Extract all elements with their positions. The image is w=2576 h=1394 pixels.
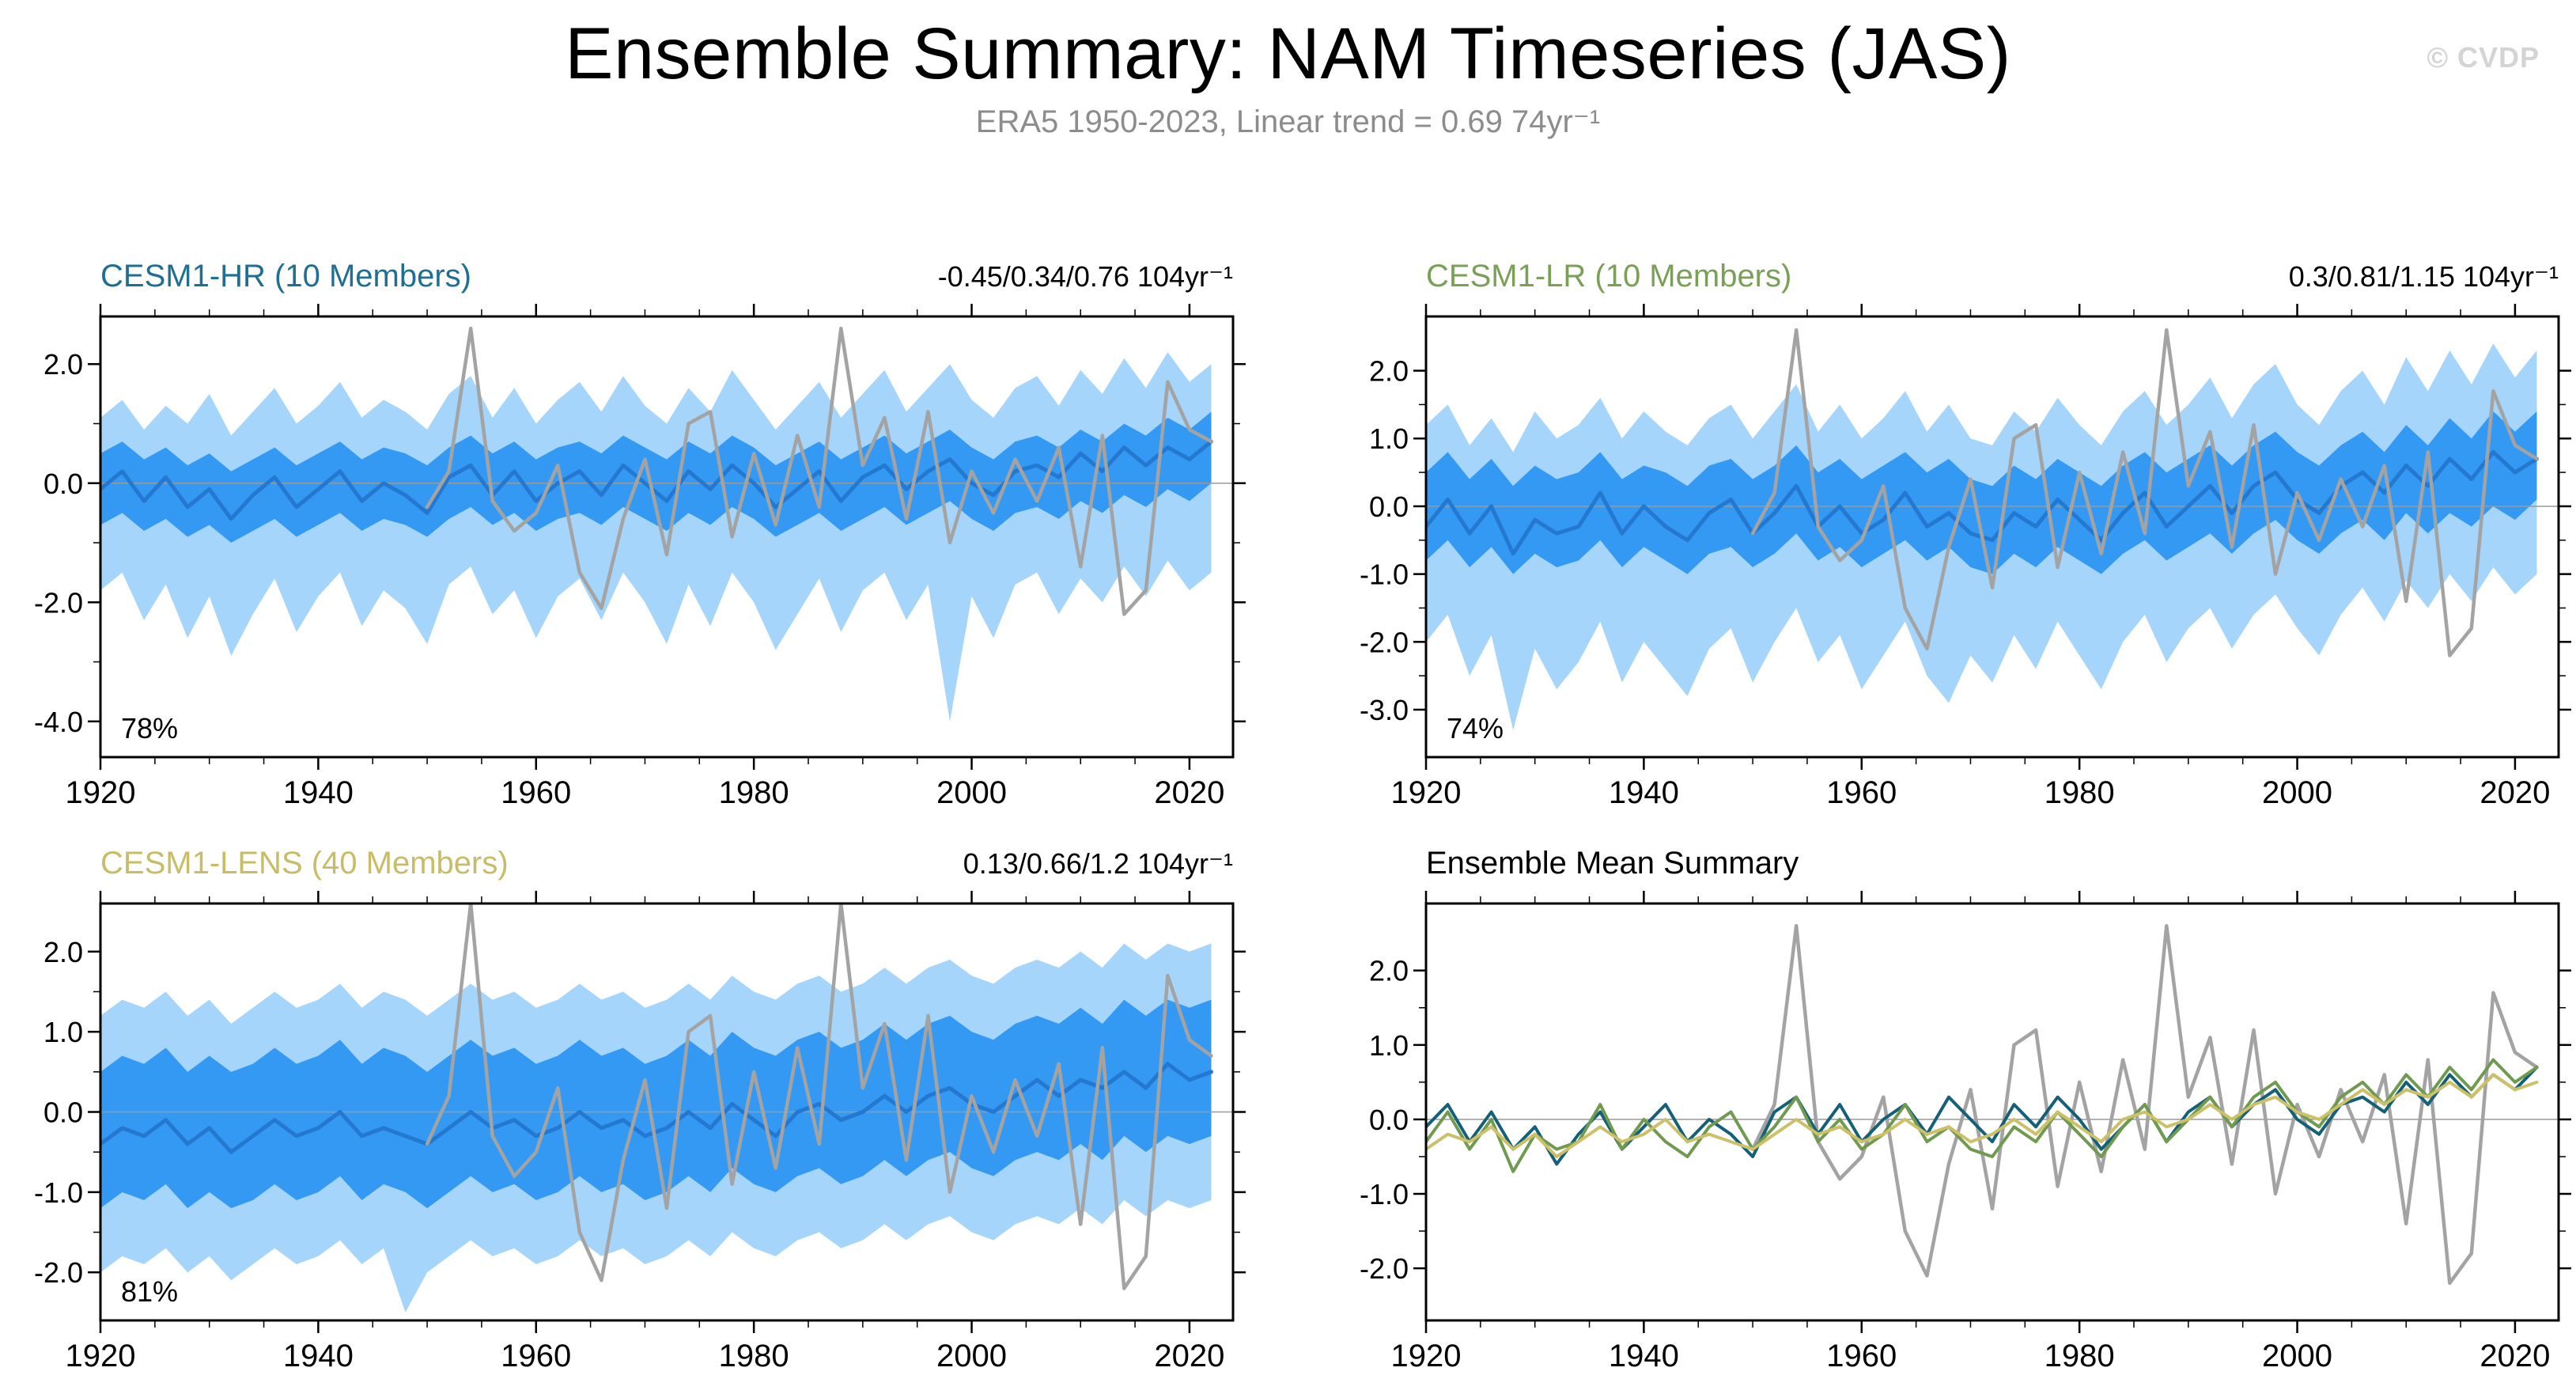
panel-head: CESM1-HR (10 Members) -0.45/0.34/0.76 10… [13, 259, 1247, 302]
cesm1-lens-mean-line [1426, 1073, 2539, 1158]
timeseries-plot-cesm1-lr: 2.0 1.0 0.0 -1.0 -2.0 -3.0 1920 1940 1960 1980 200… [1360, 304, 2571, 810]
plot-data-layer [100, 326, 1233, 722]
x-tick-label: 1920 [66, 775, 136, 810]
plot-data-layer [1426, 923, 2559, 1286]
axes: 2.0 1.0 0.0 -1.0 -2.0 -3.0 1920 1940 1960 1980 200… [1360, 304, 2571, 810]
y-tick-label: -1.0 [34, 1176, 83, 1209]
y-tick-label: -2.0 [1360, 626, 1409, 658]
outer-range-band [100, 352, 1212, 722]
observations-line [425, 903, 1213, 1290]
y-tick-label: 0.0 [1369, 1104, 1409, 1136]
x-tick-label: 1920 [66, 1339, 136, 1373]
figure-title: Ensemble Summary: NAM Timeseries (JAS) [565, 13, 2011, 94]
x-tick-label: 2000 [2262, 1339, 2332, 1373]
x-tick-label: 1980 [2045, 775, 2115, 810]
x-tick-label: 1960 [1826, 1339, 1897, 1373]
y-tick-label: -1.0 [1360, 559, 1409, 591]
y-tick-label: 0.0 [1369, 491, 1409, 523]
panel-head: CESM1-LR (10 Members) 0.3/0.81/1.15 104y… [1339, 259, 2573, 302]
x-tick-label: 1940 [283, 1339, 354, 1373]
panel-head: CESM1-LENS (40 Members) 0.13/0.66/1.2 10… [13, 846, 1247, 889]
plot-frame [99, 315, 1235, 759]
x-tick-label: 1920 [1391, 1339, 1462, 1373]
panel-trend-cesm1-lr: 0.3/0.81/1.15 104yr⁻¹ [2288, 260, 2559, 293]
y-tick-label: 2.0 [44, 348, 83, 381]
panel-grid: CESM1-HR (10 Members) -0.45/0.34/0.76 10… [0, 140, 2576, 1376]
panel-ensemble-mean-summary: Ensemble Mean Summary 2.0 1.0 0.0 -1.0 -2.0 1… [1339, 846, 2573, 1376]
panel-head: Ensemble Mean Summary [1339, 846, 2573, 889]
x-tick-label: 1960 [501, 775, 571, 810]
x-tick-label: 1960 [1826, 775, 1897, 810]
observations-line [1750, 923, 2539, 1286]
plot-data-layer [1426, 328, 2559, 730]
timeseries-plot-summary: 2.0 1.0 0.0 -1.0 -2.0 1920 1940 1960 1980 2000 202… [1360, 891, 2571, 1373]
x-tick-label: 1940 [1609, 1339, 1679, 1373]
panel-cesm1-hr: CESM1-HR (10 Members) -0.45/0.34/0.76 10… [13, 259, 1247, 813]
x-tick-label: 2020 [2480, 775, 2550, 810]
panel-trend-cesm1-lens: 0.13/0.66/1.2 104yr⁻¹ [963, 847, 1233, 880]
panel-title-cesm1-lens: CESM1-LENS (40 Members) [100, 846, 509, 881]
x-tick-label: 2020 [1154, 1339, 1224, 1373]
figure-subtitle: ERA5 1950-2023, Linear trend = 0.69 74yr… [975, 104, 1601, 139]
x-tick-label: 2000 [936, 1339, 1007, 1373]
plot-frame [1424, 315, 2560, 759]
x-tick-label: 2000 [2262, 775, 2332, 810]
x-tick-label: 2020 [2480, 1339, 2550, 1373]
panel-title-cesm1-lr: CESM1-LR (10 Members) [1426, 259, 1792, 294]
x-tick-label: 2020 [1154, 775, 1224, 810]
x-tick-label: 1980 [2045, 1339, 2115, 1373]
x-tick-label: 1940 [1609, 775, 1679, 810]
y-tick-label: -3.0 [1360, 694, 1409, 726]
timeseries-plot-cesm1-lens: 2.0 1.0 0.0 -1.0 -2.0 1920 1940 1960 1980 2000 202… [34, 891, 1246, 1373]
y-tick-label: 1.0 [1369, 1029, 1409, 1062]
y-tick-label: -1.0 [1360, 1178, 1409, 1210]
y-tick-label: 2.0 [1369, 355, 1409, 388]
panel-cesm1-lr: CESM1-LR (10 Members) 0.3/0.81/1.15 104y… [1339, 259, 2573, 813]
y-tick-label: 1.0 [44, 1016, 83, 1048]
y-tick-label: 2.0 [1369, 955, 1409, 987]
cesm1-lr-mean-line [1426, 1058, 2539, 1173]
axes: 2.0 0.0 -2.0 -4.0 1920 1940 1960 1980 2000 2020 [34, 304, 1246, 810]
ensemble-mean-line [100, 1062, 1213, 1154]
y-tick-label: 0.0 [44, 468, 83, 500]
observations-line [1750, 328, 2539, 657]
x-tick-label: 1940 [283, 775, 354, 810]
x-tick-label: 1960 [501, 1339, 571, 1373]
panel-trend-cesm1-hr: -0.45/0.34/0.76 104yr⁻¹ [937, 260, 1233, 293]
agreement-percent-label: 78% [121, 712, 178, 744]
axes: 2.0 1.0 0.0 -1.0 -2.0 1920 1940 1960 1980 2000 202… [34, 891, 1246, 1373]
ensemble-mean-line [100, 439, 1213, 521]
axes: 2.0 1.0 0.0 -1.0 -2.0 1920 1940 1960 1980 2000 202… [1360, 891, 2571, 1373]
y-tick-label: 1.0 [1369, 422, 1409, 455]
panel-title-summary: Ensemble Mean Summary [1426, 846, 1799, 881]
timeseries-plot-cesm1-hr: 2.0 0.0 -2.0 -4.0 1920 1940 1960 1980 2000 2020 78… [34, 304, 1246, 810]
y-tick-label: 0.0 [44, 1097, 83, 1129]
x-tick-label: 1920 [1391, 775, 1462, 810]
x-tick-label: 2000 [936, 775, 1007, 810]
y-tick-label: -2.0 [1360, 1252, 1409, 1285]
plot-data-layer [100, 903, 1233, 1313]
plot-frame [1424, 902, 2560, 1322]
panel-title-cesm1-hr: CESM1-HR (10 Members) [100, 259, 471, 294]
x-tick-label: 1980 [719, 1339, 789, 1373]
figure-header: Ensemble Summary: NAM Timeseries (JAS) E… [0, 0, 2576, 140]
agreement-percent-label: 81% [121, 1275, 178, 1308]
y-tick-label: -2.0 [34, 1256, 83, 1289]
observations-line [425, 326, 1213, 616]
cesm1-hr-mean-line [1426, 1066, 2539, 1166]
y-tick-label: 2.0 [44, 936, 83, 968]
cvdp-watermark: © CVDP [2427, 41, 2540, 74]
y-tick-label: -4.0 [34, 706, 83, 738]
panel-cesm1-lens: CESM1-LENS (40 Members) 0.13/0.66/1.2 10… [13, 846, 1247, 1376]
y-tick-label: -2.0 [34, 586, 83, 619]
x-tick-label: 1980 [719, 775, 789, 810]
agreement-percent-label: 74% [1447, 712, 1504, 744]
